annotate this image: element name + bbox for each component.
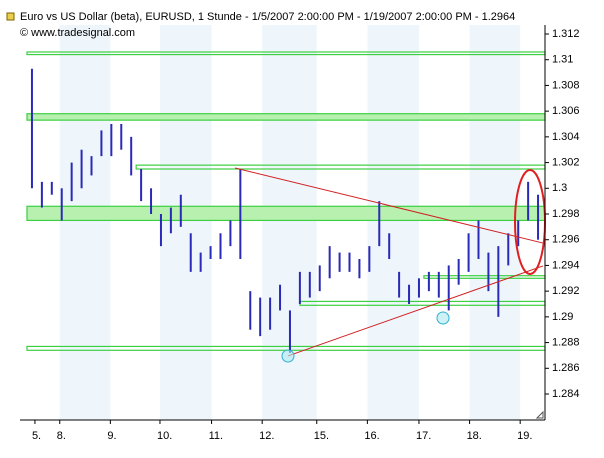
y-tick-label: 1.286	[552, 362, 580, 374]
y-tick-label: 1.292	[552, 285, 580, 297]
x-tick-label: 10.	[157, 430, 172, 442]
y-tick-label: 1.296	[552, 234, 580, 246]
y-tick-label: 1.302	[552, 156, 580, 168]
day-band	[59, 25, 111, 420]
day-band	[367, 25, 419, 420]
y-tick-label: 1.304	[552, 131, 580, 143]
y-tick-label: 1.306	[552, 105, 580, 117]
y-tick-label: 1.31	[552, 54, 573, 66]
support-zone	[26, 205, 546, 222]
y-tick-label: 1.29	[552, 311, 573, 323]
chart-title: Euro vs US Dollar (beta), EURUSD, 1 Stun…	[20, 11, 515, 23]
trendline	[234, 167, 544, 244]
x-tick-label: 19.	[517, 430, 532, 442]
day-band	[159, 25, 212, 420]
trendline	[287, 265, 544, 357]
y-tick-label: 1.294	[552, 259, 580, 271]
x-tick-label: 17.	[416, 430, 431, 442]
x-tick-label: 11.	[209, 430, 223, 442]
x-tick-label: 12.	[259, 430, 274, 442]
y-tick-label: 1.308	[552, 79, 580, 91]
day-band	[469, 25, 521, 420]
y-tick-label: 1.298	[552, 208, 580, 220]
y-tick-label: 1.284	[552, 388, 580, 400]
y-tick-label: 1.288	[552, 336, 580, 348]
x-tick-label: 5.	[32, 430, 41, 442]
x-tick-label: 15.	[314, 430, 329, 442]
chart-subtitle: © www.tradesignal.com	[20, 27, 135, 39]
y-tick-label: 1.3	[552, 182, 567, 194]
x-tick-label: 18.	[467, 430, 482, 442]
y-tick-label: 1.312	[552, 28, 580, 40]
x-tick-label: 9.	[107, 430, 116, 442]
corner-icon	[535, 410, 544, 419]
low-marker	[281, 349, 295, 363]
day-bands	[59, 25, 521, 420]
low-marker	[436, 311, 450, 325]
x-tick-label: 8.	[57, 430, 66, 442]
legend-icon	[6, 12, 15, 21]
support-zone	[26, 113, 546, 121]
x-tick-label: 16.	[364, 430, 379, 442]
